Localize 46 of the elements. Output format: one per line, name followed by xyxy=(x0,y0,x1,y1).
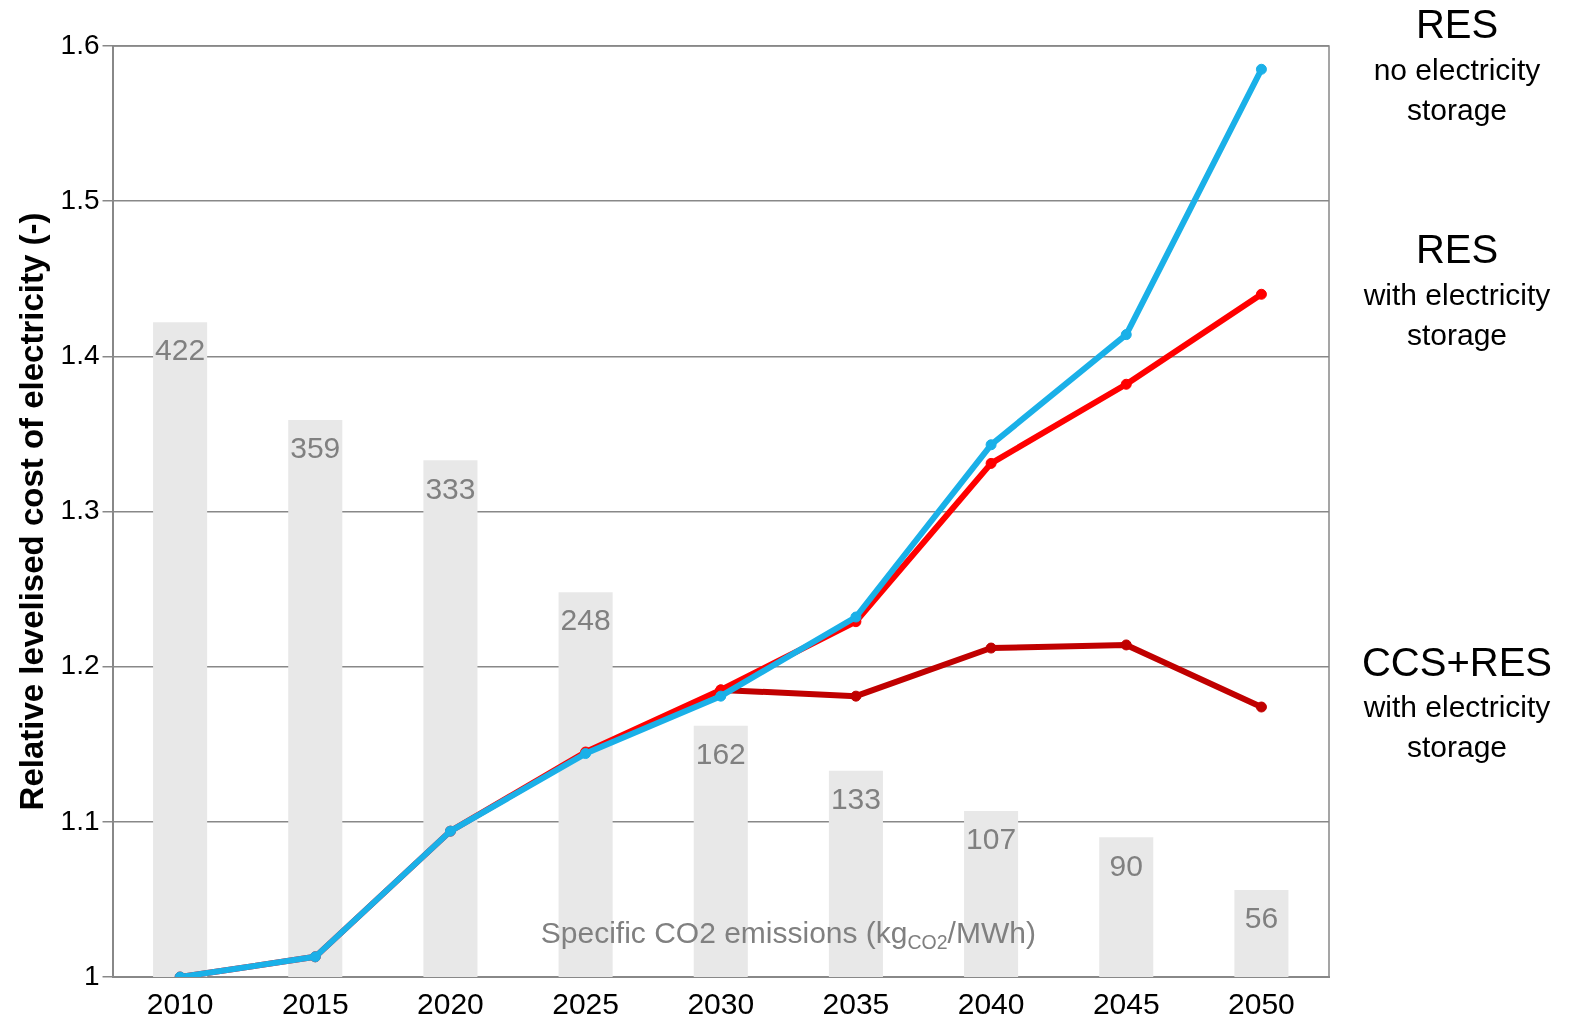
x-tick-label: 2040 xyxy=(957,987,1025,1021)
x-tick-label: 2050 xyxy=(1228,987,1295,1021)
y-tick-label: 1.6 xyxy=(60,28,100,60)
point xyxy=(1255,288,1267,300)
point xyxy=(985,457,997,469)
data-label: 133 xyxy=(830,781,881,815)
point xyxy=(985,439,997,451)
point xyxy=(850,690,862,702)
data-label: 359 xyxy=(290,431,341,465)
x-tick-label: 2010 xyxy=(146,987,214,1021)
bar xyxy=(423,460,478,977)
y-axis-title: Relative levelised cost of electricity (-) xyxy=(12,212,50,811)
bar xyxy=(1099,837,1154,977)
text: RES no electricity storage xyxy=(1373,2,1541,126)
y-tick-label: 1 xyxy=(83,959,100,991)
point xyxy=(1120,329,1132,341)
y-tick-label: 1.2 xyxy=(60,649,100,681)
bar xyxy=(288,419,343,977)
point xyxy=(1255,701,1267,713)
y-tick-label: 1.1 xyxy=(60,804,100,836)
text: RES with electricity storage xyxy=(1362,227,1551,351)
y-tick-label: 1.3 xyxy=(60,494,100,526)
data-label: 422 xyxy=(155,333,206,367)
point xyxy=(1120,639,1132,651)
x-tick-label: 2035 xyxy=(822,987,890,1021)
point xyxy=(1255,63,1267,75)
data-label: 162 xyxy=(695,736,746,770)
point xyxy=(1120,378,1132,390)
point xyxy=(850,611,862,623)
text: CCS+RES with electricity storage xyxy=(1361,640,1553,764)
data-label: 107 xyxy=(966,822,1017,856)
bar xyxy=(1234,890,1289,977)
x-tick-label: 2020 xyxy=(417,987,484,1021)
data-label: 56 xyxy=(1244,901,1279,935)
bar xyxy=(153,322,208,977)
y-tick-label: 1.4 xyxy=(60,339,100,371)
x-tick-label: 2025 xyxy=(552,987,619,1021)
y-tick-label: 1.5 xyxy=(60,183,100,215)
x-tick-label: 2045 xyxy=(1092,987,1160,1021)
x-tick-label: 2015 xyxy=(281,987,349,1021)
x-tick-label: 2030 xyxy=(687,987,755,1021)
data-label: 333 xyxy=(425,471,476,505)
point xyxy=(715,690,727,702)
data-label: 90 xyxy=(1109,848,1143,882)
point xyxy=(985,642,997,654)
data-label: 248 xyxy=(560,603,611,637)
